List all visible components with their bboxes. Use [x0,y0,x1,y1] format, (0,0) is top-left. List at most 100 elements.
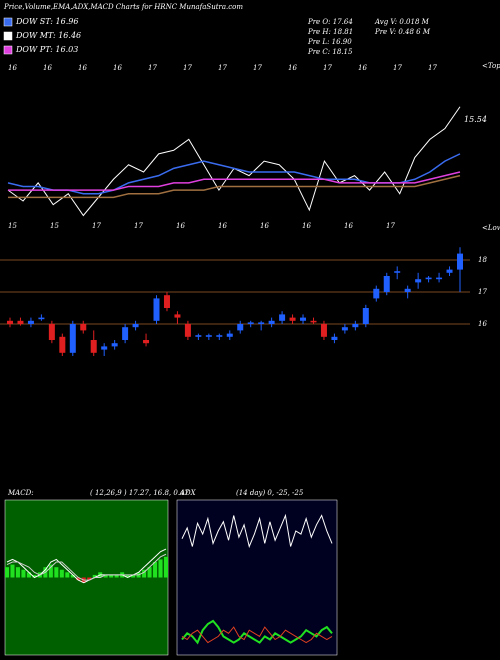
legend-swatch [3,45,13,55]
bottom-label: 15 [50,222,59,230]
macd-line [6,553,167,581]
histogram-bar [164,556,168,578]
histogram-bar [125,574,130,578]
candle-body [394,271,401,273]
bottom-label: 16 [176,222,185,230]
candle-body [17,320,24,324]
candle-body [101,346,108,350]
candle-body [247,322,254,324]
top-label: 17 [393,64,402,72]
info-text: Avg V: 0.018 M [374,18,430,26]
histogram-bar [26,572,31,578]
panel-subtitle: ( 12,26,9 ) 17.27, 16.8, 0.47 [90,489,190,497]
histogram-bar [48,564,53,578]
corner-label: <Tops [482,62,500,70]
histogram-bar [59,569,64,578]
candle-body [195,335,202,337]
macd-line [6,548,167,584]
candle-body [69,324,76,353]
top-label: 16 [8,64,17,72]
adx-line [181,513,333,549]
legend-swatch [3,31,13,41]
price-annotation: 15.54 [464,115,487,124]
legend-label: DOW MT: 16.46 [15,31,81,40]
top-label: 16 [113,64,122,72]
histogram-bar [10,564,15,578]
candle-body [38,317,45,320]
top-label: 16 [288,64,297,72]
histogram-bar [65,572,70,578]
candle-body [320,324,327,337]
histogram-bar [131,574,136,578]
info-text: Pre O: 17.64 [307,18,353,26]
histogram-bar [114,574,119,578]
candle-body [216,335,223,337]
candle-body [446,269,453,273]
candle-body [163,295,170,308]
candle-body [153,298,160,321]
histogram-bar [92,574,97,578]
candle-body [90,340,97,353]
candle-body [279,314,286,321]
adx-line [181,619,333,645]
legend-swatch [3,17,13,27]
candle-body [111,343,118,347]
price-line [8,171,461,191]
candle-body [457,253,463,270]
price-line [8,174,461,199]
candle-body [174,314,181,318]
info-text: Pre V: 0.48 6 M [374,28,431,36]
histogram-bar [109,574,114,578]
candle-body [425,277,432,280]
candle-body [373,288,380,299]
candle-body [383,276,390,292]
histogram-bar [5,567,9,578]
candle-body [289,317,296,321]
adx-line [181,626,333,644]
panel-subtitle: (14 day) 0, -25, -25 [236,489,304,497]
candle-body [59,336,66,353]
candle-body [310,320,317,323]
top-label: 17 [183,64,192,72]
candle-body [7,320,13,324]
candle-body [205,335,212,337]
histogram-bar [153,562,158,578]
top-label: 16 [358,64,367,72]
legend-label: DOW ST: 16.96 [15,17,78,26]
candle-body [258,322,265,324]
candle-body [237,324,244,331]
histogram-bar [147,567,152,578]
legend-label: DOW PT: 16.03 [15,45,78,54]
info-text: Pre H: 18.81 [307,28,353,36]
candle-body [48,324,55,340]
candle-body [226,333,233,337]
y-tick-label: 16 [478,320,487,328]
bottom-label: 16 [302,222,311,230]
top-label: 16 [78,64,87,72]
candle-body [80,324,87,331]
bottom-label: 15 [8,222,17,230]
top-label: 17 [323,64,332,72]
bottom-label: 17 [386,222,395,230]
histogram-bar [70,574,75,578]
bottom-label: 16 [218,222,227,230]
bottom-label: 16 [344,222,353,230]
candle-body [415,279,422,283]
candle-body [436,277,443,280]
y-tick-label: 18 [478,256,487,264]
bottom-label: 16 [260,222,269,230]
candle-body [132,324,139,328]
panel [4,499,169,656]
page-title: Price,Volume,EMA,ADX,MACD Charts for HRN… [3,3,243,11]
candle-body [143,340,150,344]
candle-body [184,324,191,337]
histogram-bar [103,574,108,578]
panel-title: ADX [179,489,197,497]
histogram-bar [21,569,26,578]
candle-body [300,317,307,321]
corner-label: <Lows [482,224,500,232]
top-label: 17 [428,64,437,72]
top-label: 17 [148,64,157,72]
y-tick-label: 17 [478,288,487,296]
